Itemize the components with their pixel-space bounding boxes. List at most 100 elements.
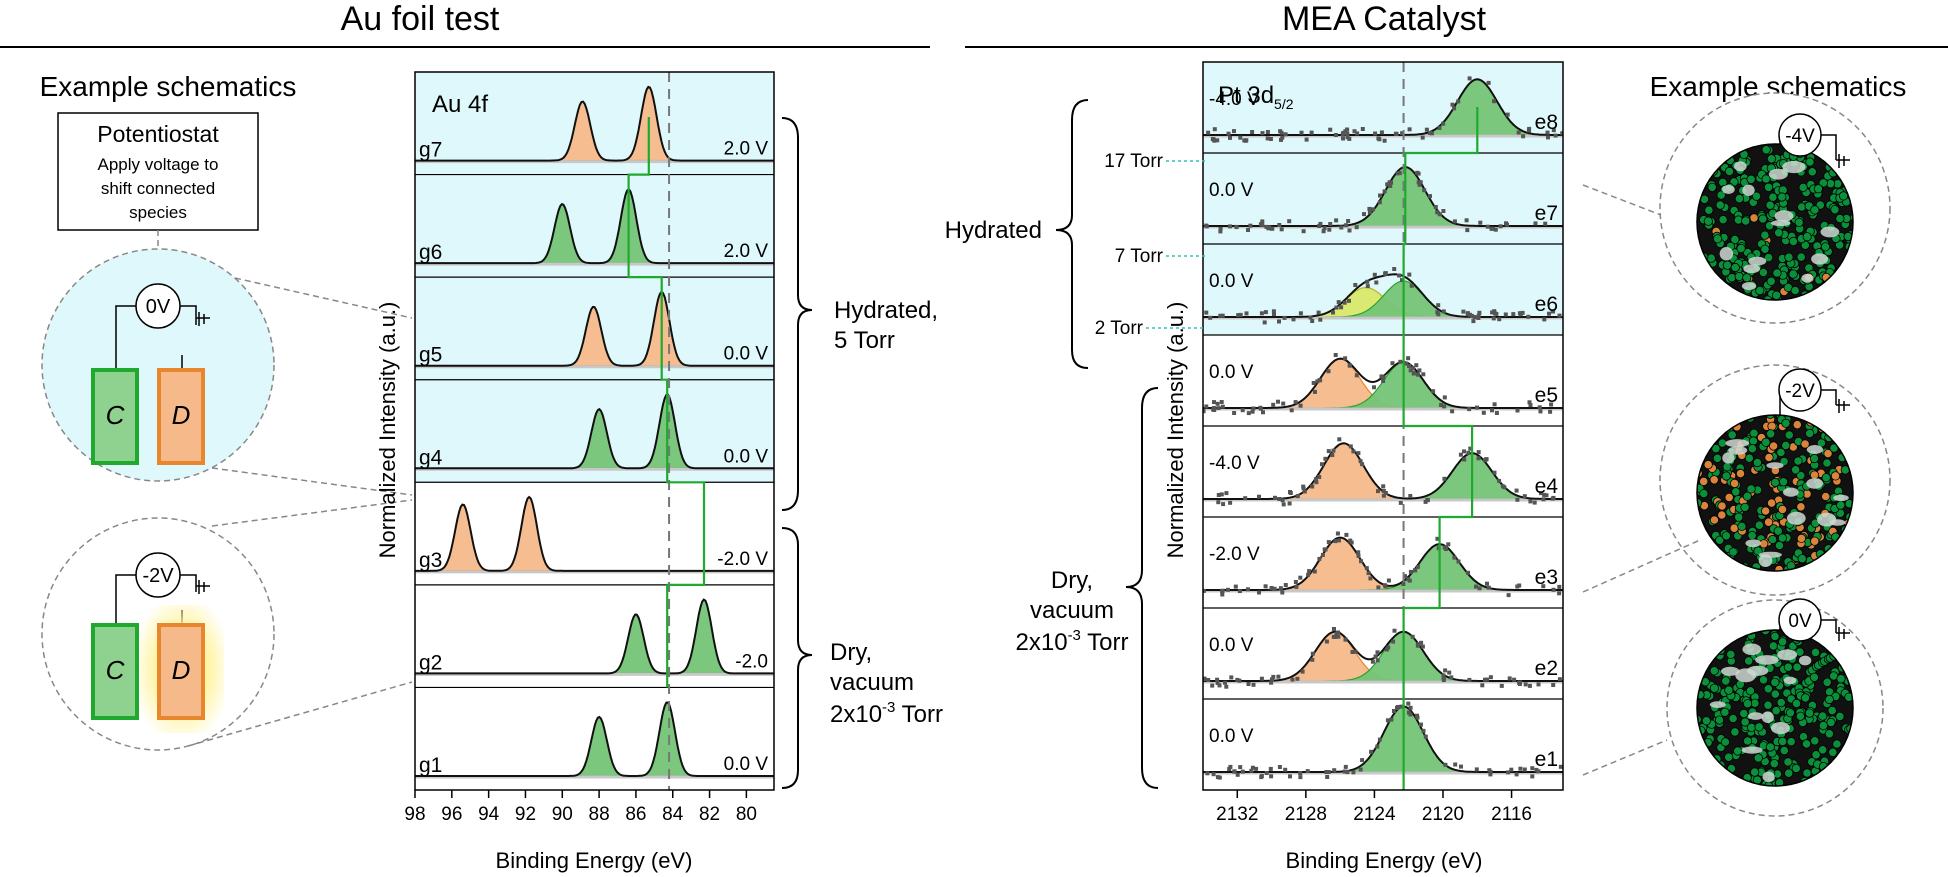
catalyst-particle xyxy=(1828,747,1838,757)
potentiostat-desc-line2: shift connected xyxy=(101,179,215,198)
pore xyxy=(1811,253,1829,265)
catalyst-particle xyxy=(1768,641,1779,651)
data-point-e4 xyxy=(1381,488,1386,493)
x-tick-label-96: 96 xyxy=(441,804,462,825)
catalyst-particle xyxy=(1747,530,1757,541)
pore xyxy=(1777,649,1798,661)
data-point-e8 xyxy=(1260,131,1265,136)
data-point-e2 xyxy=(1499,683,1504,688)
row-label-g3: g3 xyxy=(419,549,442,572)
voltage-label-e5: 0.0 V xyxy=(1209,362,1254,383)
catalyst-particle xyxy=(1788,236,1799,246)
data-point-e8 xyxy=(1280,135,1285,140)
data-point-e1 xyxy=(1232,769,1237,774)
catalyst-particle xyxy=(1747,444,1758,454)
data-point-e3 xyxy=(1237,589,1242,594)
row-label-e1: e1 xyxy=(1535,748,1558,771)
data-point-e4 xyxy=(1320,462,1324,467)
data-point-e6 xyxy=(1503,312,1508,317)
data-point-e3 xyxy=(1337,538,1341,543)
electrode-c-neg2v-label: C xyxy=(106,655,125,685)
catalyst-particle xyxy=(1753,546,1763,556)
catalyst-particle xyxy=(1810,205,1820,215)
data-point-e5 xyxy=(1298,403,1303,408)
data-point-e2 xyxy=(1276,674,1281,679)
catalyst-particle xyxy=(1755,285,1765,296)
data-point-e2 xyxy=(1384,647,1389,652)
x-tick-label-2128: 2128 xyxy=(1285,804,1327,825)
data-point-e7 xyxy=(1362,212,1366,217)
catalyst-particle xyxy=(1746,722,1757,733)
data-point-e8 xyxy=(1228,135,1232,140)
catalyst-particle xyxy=(1727,430,1737,440)
data-point-e3 xyxy=(1364,566,1369,571)
data-point-e6 xyxy=(1244,311,1249,316)
data-point-e5 xyxy=(1293,400,1298,405)
data-point-e5 xyxy=(1381,375,1386,380)
data-point-e4 xyxy=(1462,449,1466,454)
data-point-e6 xyxy=(1435,310,1440,315)
catalyst-particle xyxy=(1824,694,1835,705)
data-point-e2 xyxy=(1237,678,1242,683)
data-point-e4 xyxy=(1408,494,1413,498)
pore xyxy=(1741,746,1763,754)
potentiostat-title: Potentiostat xyxy=(97,121,219,147)
pt-pressure-2: 2 Torr xyxy=(1095,318,1144,339)
catalyst-particle xyxy=(1715,535,1725,545)
data-point-e5 xyxy=(1313,389,1317,394)
data-point-e7 xyxy=(1478,220,1483,225)
data-point-e2 xyxy=(1483,677,1487,682)
data-point-e8 xyxy=(1545,130,1550,135)
data-point-e2 xyxy=(1415,643,1420,648)
data-point-e6 xyxy=(1465,312,1470,317)
voltage-label-g4: 0.0 V xyxy=(724,446,769,467)
au-dry-pressure-base: 2x10 xyxy=(830,701,882,728)
data-point-e6 xyxy=(1282,315,1287,320)
data-point-e1 xyxy=(1345,770,1350,775)
data-point-e5 xyxy=(1406,356,1411,361)
row-label-g4: g4 xyxy=(419,446,443,469)
catalyst-particle xyxy=(1802,768,1812,778)
data-point-e1 xyxy=(1558,764,1563,769)
shifted-particle xyxy=(1767,498,1777,508)
data-point-e3 xyxy=(1344,532,1349,537)
voltage-label-g2: -2.0 xyxy=(735,651,768,672)
au-dry-brace xyxy=(781,527,813,789)
data-point-e5 xyxy=(1281,401,1286,406)
data-point-e6 xyxy=(1334,305,1339,310)
envelope-g3 xyxy=(415,495,774,572)
data-point-e7 xyxy=(1248,223,1253,228)
data-point-e5 xyxy=(1538,409,1543,414)
data-point-e1 xyxy=(1249,768,1254,773)
data-point-e7 xyxy=(1218,229,1223,234)
catalyst-particle xyxy=(1731,487,1741,497)
catalyst-particle xyxy=(1765,742,1775,752)
potentiostat-box xyxy=(57,112,259,231)
catalyst-particle xyxy=(1835,711,1845,722)
pore xyxy=(1770,722,1790,735)
data-point-e3 xyxy=(1320,552,1325,557)
pore xyxy=(1768,168,1788,180)
pore xyxy=(1743,264,1761,274)
data-point-e6 xyxy=(1331,310,1335,315)
row-label-g2: g2 xyxy=(419,651,442,674)
data-point-e6 xyxy=(1374,280,1379,285)
shifted-particle xyxy=(1717,501,1727,511)
au-hydrated-label-line1: Hydrated, xyxy=(834,297,938,324)
pore xyxy=(1782,487,1799,497)
data-point-e1 xyxy=(1351,770,1356,775)
data-point-e2 xyxy=(1336,630,1341,635)
data-point-e5 xyxy=(1289,408,1294,413)
data-point-e4 xyxy=(1221,502,1226,507)
data-point-e3 xyxy=(1376,585,1381,590)
catalyst-particle xyxy=(1761,174,1771,184)
row-label-e5: e5 xyxy=(1535,384,1558,407)
data-point-e2 xyxy=(1310,651,1315,656)
data-point-e8 xyxy=(1279,137,1283,142)
data-point-e4 xyxy=(1550,496,1555,501)
data-point-e3 xyxy=(1220,592,1225,597)
ground-icon xyxy=(196,312,210,326)
catalyst-particle xyxy=(1802,232,1812,242)
catalyst-particle xyxy=(1750,767,1760,777)
data-point-e8 xyxy=(1450,102,1455,107)
